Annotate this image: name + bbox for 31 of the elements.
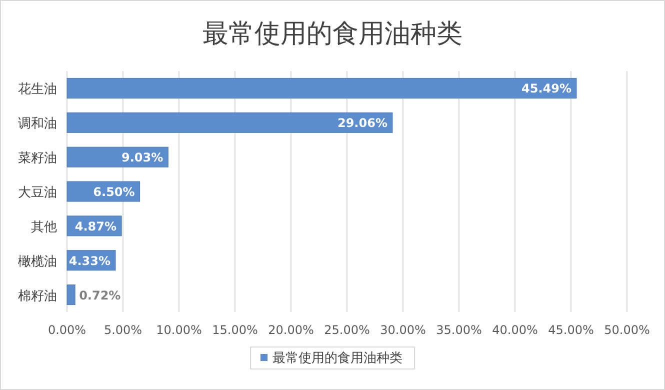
x-tick-label: 50.00% xyxy=(604,323,650,337)
y-tick-label: 棉籽油 xyxy=(18,288,57,304)
legend-label: 最常使用的食用油种类 xyxy=(272,351,402,366)
data-label: 29.06% xyxy=(337,116,388,130)
x-tick-label: 15.00% xyxy=(212,323,258,337)
y-tick-label: 花生油 xyxy=(18,82,57,98)
bar xyxy=(66,146,168,168)
x-tick-label: 5.00% xyxy=(104,323,142,337)
x-tick-label: 40.00% xyxy=(492,323,538,337)
x-tick-label: 25.00% xyxy=(324,323,370,337)
x-tick-label: 10.00% xyxy=(156,323,202,337)
y-tick-label: 其他 xyxy=(31,220,57,235)
data-label: 6.50% xyxy=(93,185,135,199)
data-label: 45.49% xyxy=(522,82,572,96)
bar xyxy=(66,284,76,306)
x-tick-label: 45.00% xyxy=(548,323,594,337)
data-label: 9.03% xyxy=(121,150,164,165)
x-tick-label: 30.00% xyxy=(380,323,426,337)
data-label: 0.72% xyxy=(79,288,121,302)
x-tick-label: 20.00% xyxy=(268,323,314,337)
y-tick-label: 菜籽油 xyxy=(18,151,57,166)
bar xyxy=(66,78,577,98)
y-tick-label: 调和油 xyxy=(18,116,57,132)
chart-title: 最常使用的食用油种类 xyxy=(202,19,462,49)
data-label: 4.33% xyxy=(68,254,110,268)
y-tick-label: 橄榄油 xyxy=(18,254,57,270)
bar xyxy=(66,112,393,133)
x-tick-label: 35.00% xyxy=(436,323,482,337)
x-tick-label: 0.00% xyxy=(48,323,86,337)
data-label: 4.87% xyxy=(74,219,117,234)
y-tick-label: 大豆油 xyxy=(18,186,57,200)
